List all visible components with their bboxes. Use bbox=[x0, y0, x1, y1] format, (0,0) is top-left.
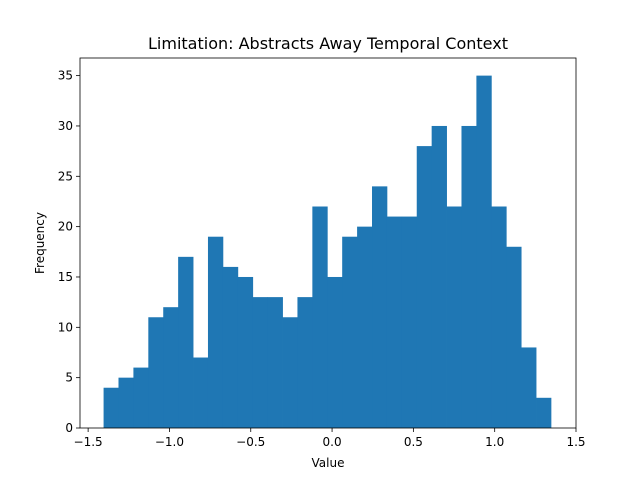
bars-group bbox=[103, 75, 552, 429]
histogram-bar bbox=[386, 216, 403, 428]
histogram-bar bbox=[327, 276, 343, 428]
histogram-bar bbox=[312, 206, 328, 428]
x-tick-label: 0.0 bbox=[323, 435, 342, 449]
histogram-bar bbox=[222, 266, 239, 428]
histogram-bar bbox=[252, 297, 269, 428]
histogram-bar bbox=[372, 186, 388, 428]
x-tick-label: −1.0 bbox=[155, 435, 184, 449]
histogram-bar bbox=[297, 297, 313, 428]
histogram-bar bbox=[282, 317, 298, 428]
histogram-bar bbox=[401, 216, 418, 428]
histogram-bar bbox=[461, 125, 477, 429]
y-axis-title: Frequency bbox=[33, 212, 47, 274]
histogram-bar bbox=[178, 256, 194, 428]
histogram-bar bbox=[536, 397, 552, 428]
histogram-bar bbox=[103, 387, 119, 428]
histogram-bar bbox=[237, 276, 254, 428]
y-tick-label: 25 bbox=[58, 169, 73, 183]
y-tick-label: 15 bbox=[58, 270, 73, 284]
x-tick-label: −1.5 bbox=[74, 435, 103, 449]
plot-frame bbox=[79, 57, 577, 429]
histogram-bar bbox=[416, 146, 433, 428]
histogram-bar bbox=[118, 377, 134, 428]
histogram-bar bbox=[506, 246, 522, 428]
y-tick-label: 10 bbox=[58, 320, 73, 334]
histogram-bar bbox=[476, 75, 492, 428]
histogram-bar bbox=[193, 357, 209, 428]
histogram-bar bbox=[357, 226, 373, 428]
histogram-bar bbox=[163, 307, 179, 428]
x-tick-label: 1.0 bbox=[485, 435, 504, 449]
histogram-bar bbox=[133, 367, 149, 428]
y-tick-label: 0 bbox=[65, 421, 73, 435]
x-tick-label: −0.5 bbox=[236, 435, 265, 449]
histogram-bar bbox=[267, 297, 283, 428]
histogram-bar bbox=[446, 206, 462, 428]
y-tick-label: 35 bbox=[58, 69, 73, 83]
histogram-bar bbox=[431, 125, 447, 429]
y-axis: 0 5 10 15 20 25 30 35 bbox=[58, 69, 80, 435]
histogram-bar bbox=[491, 206, 507, 428]
x-axis: −1.5 −1.0 −0.5 0.0 0.5 1.0 1.5 bbox=[74, 428, 586, 449]
y-tick-label: 20 bbox=[58, 220, 73, 234]
histogram-bar bbox=[207, 236, 224, 428]
chart-title: Limitation: Abstracts Away Temporal Cont… bbox=[148, 34, 508, 53]
x-tick-label: 1.5 bbox=[566, 435, 585, 449]
histogram-bar bbox=[342, 236, 358, 428]
histogram-bar bbox=[148, 317, 164, 428]
x-axis-title: Value bbox=[312, 456, 345, 470]
y-tick-label: 5 bbox=[65, 371, 73, 385]
y-tick-label: 30 bbox=[58, 119, 73, 133]
histogram-bar bbox=[521, 347, 537, 428]
x-tick-label: 0.5 bbox=[404, 435, 423, 449]
